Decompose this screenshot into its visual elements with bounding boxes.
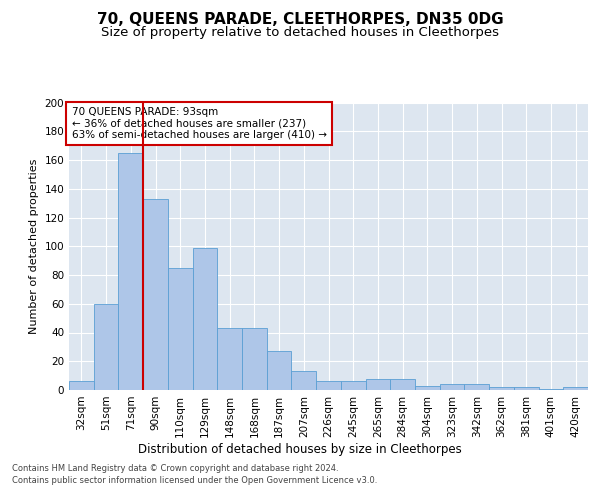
Text: Contains HM Land Registry data © Crown copyright and database right 2024.: Contains HM Land Registry data © Crown c…: [12, 464, 338, 473]
Bar: [118, 153, 143, 390]
Bar: [440, 384, 464, 390]
Bar: [292, 372, 316, 390]
Bar: [69, 382, 94, 390]
Bar: [217, 328, 242, 390]
Bar: [390, 378, 415, 390]
Bar: [365, 378, 390, 390]
Text: Contains public sector information licensed under the Open Government Licence v3: Contains public sector information licen…: [12, 476, 377, 485]
Bar: [514, 387, 539, 390]
Bar: [168, 268, 193, 390]
Bar: [267, 351, 292, 390]
Y-axis label: Number of detached properties: Number of detached properties: [29, 158, 39, 334]
Bar: [539, 388, 563, 390]
Text: Size of property relative to detached houses in Cleethorpes: Size of property relative to detached ho…: [101, 26, 499, 39]
Bar: [563, 387, 588, 390]
Bar: [193, 248, 217, 390]
Bar: [489, 387, 514, 390]
Text: 70 QUEENS PARADE: 93sqm
← 36% of detached houses are smaller (237)
63% of semi-d: 70 QUEENS PARADE: 93sqm ← 36% of detache…: [71, 107, 326, 140]
Bar: [316, 382, 341, 390]
Bar: [143, 199, 168, 390]
Text: 70, QUEENS PARADE, CLEETHORPES, DN35 0DG: 70, QUEENS PARADE, CLEETHORPES, DN35 0DG: [97, 12, 503, 28]
Bar: [94, 304, 118, 390]
Bar: [464, 384, 489, 390]
Text: Distribution of detached houses by size in Cleethorpes: Distribution of detached houses by size …: [138, 442, 462, 456]
Bar: [415, 386, 440, 390]
Bar: [341, 382, 365, 390]
Bar: [242, 328, 267, 390]
